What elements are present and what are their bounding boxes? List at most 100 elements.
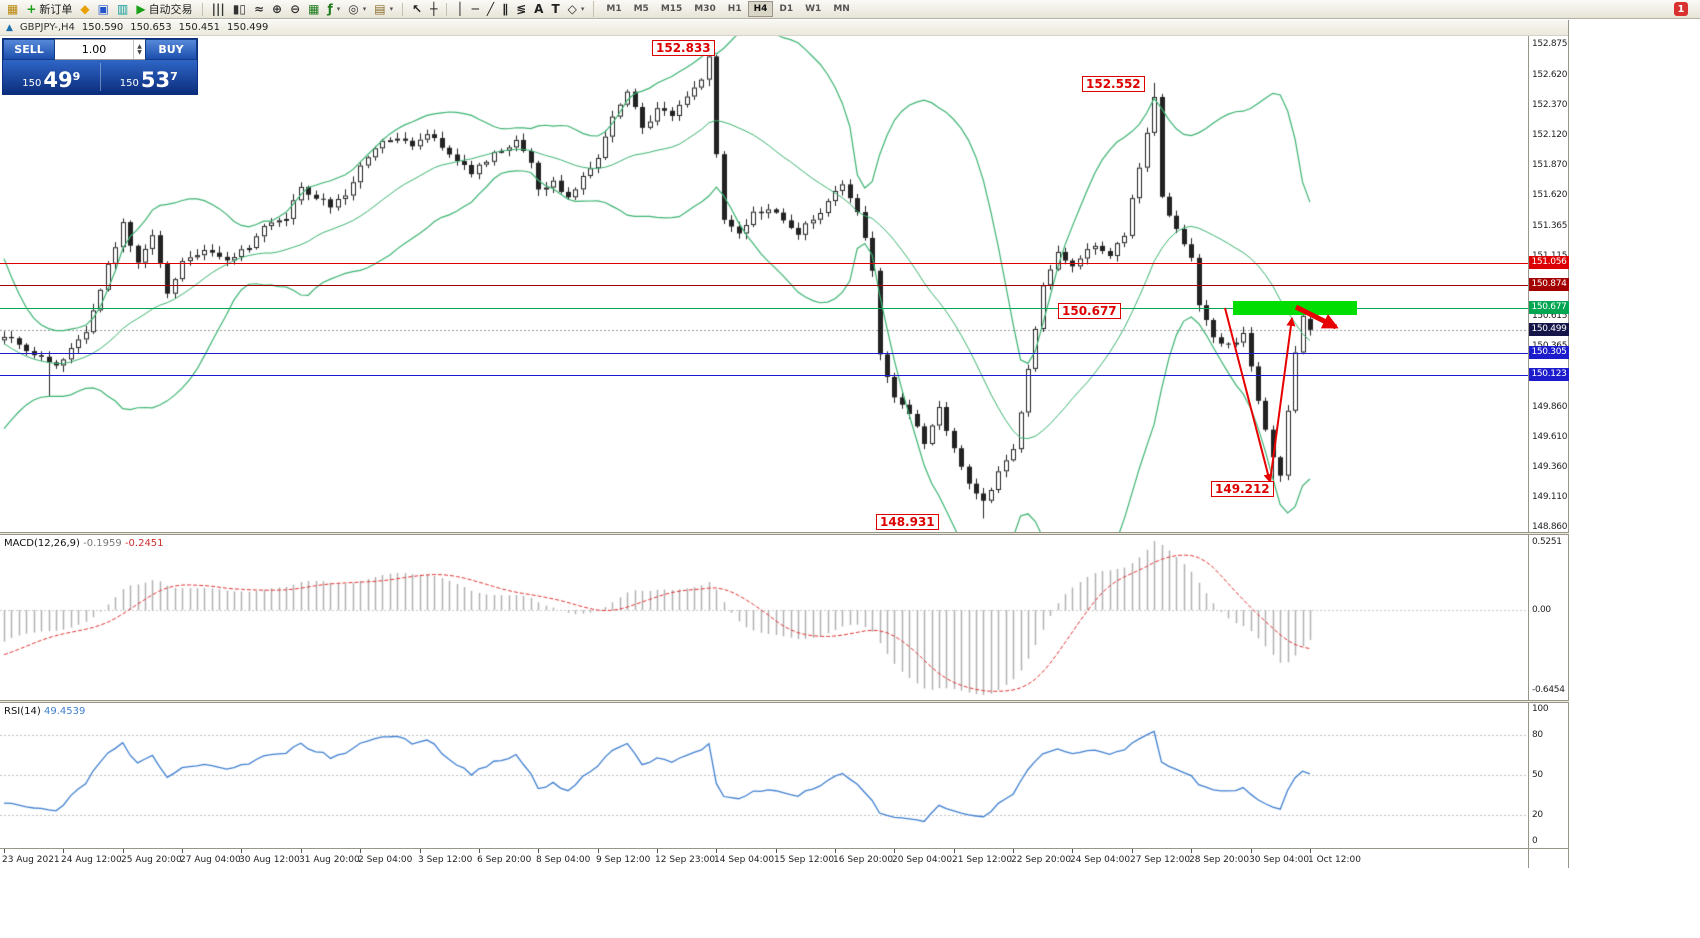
price-tick-label: 151.365 xyxy=(1532,220,1568,231)
new-chart-button[interactable]: ▦ xyxy=(4,1,21,18)
price-tick-label: 150.365 xyxy=(1532,341,1567,351)
shapes-button[interactable]: ◇ ▾ xyxy=(565,1,588,18)
strategy-tester-button[interactable]: ▥ xyxy=(114,1,131,18)
time-tick xyxy=(776,849,777,853)
timeframe-h1-button[interactable]: H1 xyxy=(727,4,742,14)
price-annotation-148.931[interactable]: 148.931 xyxy=(876,514,939,530)
buy-price[interactable]: 150 53 7 xyxy=(101,60,198,94)
price-badge-150.123: 150.123 xyxy=(1529,368,1569,382)
timeframe-m5-button[interactable]: M5 xyxy=(633,4,649,14)
timeframe-m30-button[interactable]: M30 xyxy=(694,4,716,14)
crosshair-button[interactable]: ┼ xyxy=(427,1,440,18)
price-annotation-150.677[interactable]: 150.677 xyxy=(1058,303,1121,319)
macd-scale-label: 0.00 xyxy=(1532,605,1551,616)
time-tick xyxy=(479,849,480,853)
toolbar-separator xyxy=(201,2,203,16)
price-tick-label: 151.620 xyxy=(1532,189,1568,200)
zoom-in-button[interactable]: ⊕ xyxy=(269,1,285,18)
macd-panel-canvas[interactable] xyxy=(0,535,1528,700)
line-chart-button[interactable]: ≈ xyxy=(251,1,267,18)
time-tick-label: 31 Aug 20:00 xyxy=(299,855,360,865)
timeframe-d1-button[interactable]: D1 xyxy=(779,4,794,14)
price-annotation-152.552[interactable]: 152.552 xyxy=(1082,76,1145,92)
price-annotation-149.212[interactable]: 149.212 xyxy=(1211,481,1274,497)
candlestick-chart-icon: ▮▯ xyxy=(232,2,246,16)
time-tick xyxy=(1310,849,1311,853)
fibonacci-button[interactable]: ≶ xyxy=(513,1,529,18)
buy-button[interactable]: BUY xyxy=(145,39,197,60)
time-tick xyxy=(4,849,5,853)
timeframe-m15-button[interactable]: M15 xyxy=(660,4,683,14)
price-tick-label: 149.360 xyxy=(1532,461,1568,472)
time-tick-label: 21 Sep 12:00 xyxy=(952,855,1013,865)
channel-button[interactable]: ∥ xyxy=(499,1,511,18)
indicators-button[interactable]: ƒ ▾ xyxy=(324,1,343,18)
bar-chart-button[interactable]: ||| xyxy=(209,1,228,18)
panel-separator[interactable] xyxy=(0,532,1569,535)
one-click-trading-panel[interactable]: SELL ▲ ▼ BUY 150 49 9 150 53 7 xyxy=(2,38,198,95)
horizontal-line-150.305[interactable] xyxy=(0,353,1528,354)
macd-main-value: -0.1959 xyxy=(83,538,122,549)
rsi-panel-canvas[interactable] xyxy=(0,703,1528,848)
price-annotation-152.833[interactable]: 152.833 xyxy=(652,40,715,56)
horizontal-line-150.677[interactable] xyxy=(0,308,1528,309)
sell-button[interactable]: SELL xyxy=(3,39,55,60)
periods-button[interactable]: ◎ ▾ xyxy=(345,1,369,18)
timeframe-h4-button[interactable]: H4 xyxy=(747,1,774,17)
horizontal-line-150.874[interactable] xyxy=(0,285,1528,286)
candlestick-chart-button[interactable]: ▮▯ xyxy=(230,1,249,18)
price-tick-label: 148.860 xyxy=(1532,522,1568,532)
horizontal-line-button[interactable]: ─ xyxy=(469,1,482,18)
notification-badge[interactable]: 1 xyxy=(1674,2,1688,16)
time-tick xyxy=(420,849,421,853)
time-tick-label: 8 Sep 04:00 xyxy=(536,855,591,865)
time-tick-label: 24 Aug 12:00 xyxy=(61,855,122,865)
timeframe-mn-button[interactable]: MN xyxy=(833,4,850,14)
new-order-button[interactable]: + 新订单 xyxy=(23,1,75,18)
caret-down-icon: ▾ xyxy=(580,5,585,13)
buy-price-prefix: 150 xyxy=(119,78,139,89)
axis-border xyxy=(1528,20,1529,868)
time-tick xyxy=(1191,849,1192,853)
terminal-button[interactable]: ▣ xyxy=(95,1,112,18)
price-tick-label: 152.370 xyxy=(1532,99,1568,110)
price-tick-label: 152.875 xyxy=(1532,39,1568,49)
time-tick-label: 25 Aug 20:00 xyxy=(121,855,182,865)
rsi-scale-label: 20 xyxy=(1532,809,1543,820)
autotrading-button[interactable]: ▶ 自动交易 xyxy=(133,1,195,18)
price-divider xyxy=(99,63,101,91)
rsi-value: 49.4539 xyxy=(43,706,86,717)
templates-button[interactable]: ▤ ▾ xyxy=(371,1,396,18)
time-axis[interactable]: 23 Aug 2021 24 Aug 12:00 25 Aug 20:00 27 Au… xyxy=(0,848,1568,868)
volume-input[interactable] xyxy=(55,40,133,59)
price-badge-151.056: 151.056 xyxy=(1529,255,1569,269)
price-tick-label: 149.610 xyxy=(1532,431,1568,442)
zoom-out-button[interactable]: ⊖ xyxy=(287,1,303,18)
text-button[interactable]: A xyxy=(531,1,546,18)
rsi-axis: 100 80 50 20 0 xyxy=(1529,703,1569,848)
time-tick xyxy=(954,849,955,853)
time-tick-label: 15 Sep 12:00 xyxy=(774,855,835,865)
sell-price-sup: 9 xyxy=(72,70,81,83)
metaeditor-button[interactable]: ◆ xyxy=(77,1,92,18)
tile-windows-button[interactable]: ▦ xyxy=(305,1,322,18)
horizontal-line-151.056[interactable] xyxy=(0,263,1528,264)
cursor-button[interactable]: ↖ xyxy=(409,1,425,18)
price-tick-label: 149.860 xyxy=(1532,401,1568,412)
horizontal-line-150.123[interactable] xyxy=(0,375,1528,376)
vertical-line-button[interactable]: │ xyxy=(453,1,466,18)
price-axis[interactable]: 152.875 152.620 152.370 152.120 151.870 151.6… xyxy=(1529,20,1569,532)
panel-separator[interactable] xyxy=(0,700,1569,703)
timeframe-m1-button[interactable]: M1 xyxy=(606,4,622,14)
volume-up-icon[interactable]: ▲ xyxy=(137,42,142,50)
sell-price[interactable]: 150 49 9 xyxy=(3,60,100,94)
trendline-button[interactable]: ╱ xyxy=(484,1,497,18)
price-tick-label: 152.120 xyxy=(1532,129,1568,140)
label-button[interactable]: T xyxy=(548,1,562,18)
volume-down-icon[interactable]: ▼ xyxy=(137,48,142,56)
timeframe-w1-button[interactable]: W1 xyxy=(805,4,822,14)
main-chart-canvas[interactable] xyxy=(0,20,1528,532)
volume-spinner: ▲ ▼ xyxy=(133,40,145,59)
supply-zone-rectangle[interactable] xyxy=(1233,301,1357,315)
sell-price-prefix: 150 xyxy=(22,78,42,89)
